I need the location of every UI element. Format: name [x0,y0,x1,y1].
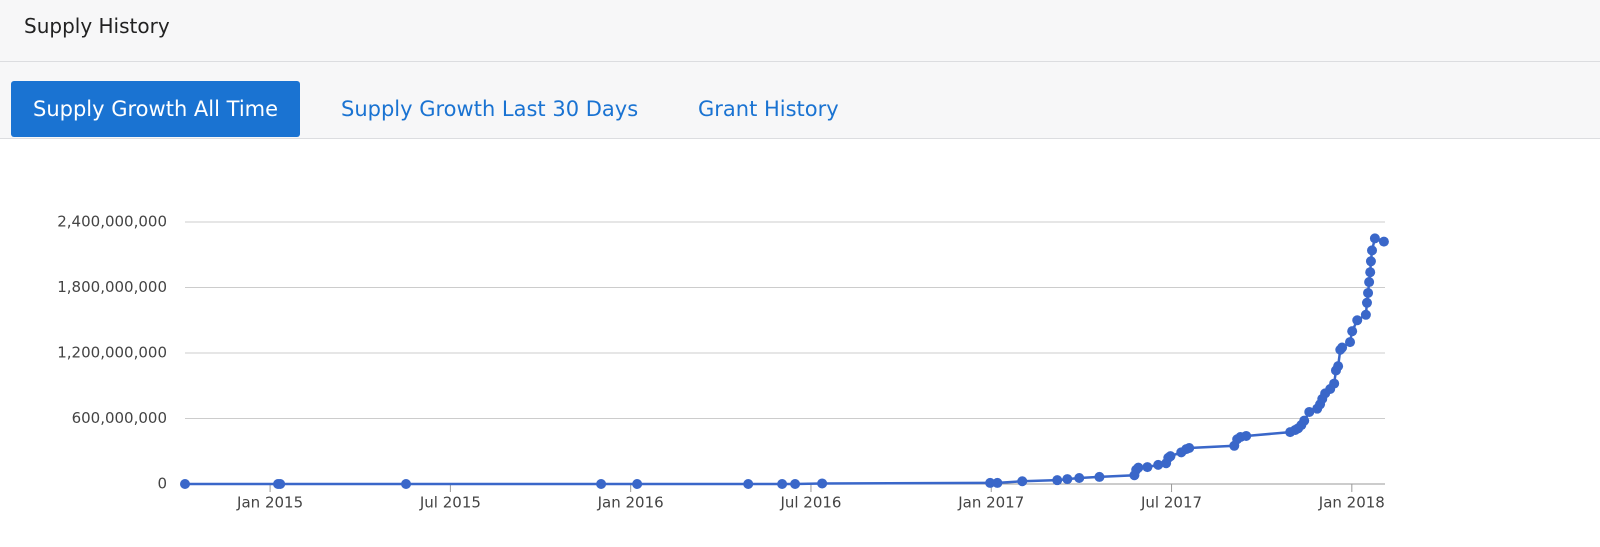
data-point [596,479,607,489]
data-point [1304,406,1315,417]
data-point [777,479,788,489]
series-line [185,236,1385,486]
data-point [1062,474,1073,485]
data-point [401,479,412,489]
data-point [790,479,801,489]
data-point [1241,430,1252,441]
y-tick-label: 2,400,000,000 [57,213,167,231]
x-tick-label: Jan 2017 [957,494,1024,512]
data-point [1361,297,1372,308]
data-point [1184,442,1195,453]
tab[interactable]: Supply Growth All Time [11,81,301,137]
data-point [985,477,996,488]
data-point [1367,245,1378,256]
x-tick-label: Jul 2017 [1140,494,1202,512]
data-point [1142,462,1153,473]
tab[interactable]: Supply Growth Last 30 Days [341,97,639,121]
tab-bar: Supply Growth All Time Supply Growth Las… [0,62,1600,139]
x-tick-label: Jan 2016 [597,494,664,512]
x-tick-label: Jul 2015 [419,494,481,512]
header: Supply History [0,0,1600,62]
tab[interactable]: Grant History [698,97,839,121]
data-point [1365,256,1376,267]
x-tick-label: Jan 2018 [1318,494,1385,512]
data-point [632,479,643,489]
data-point [1365,267,1376,278]
y-tick-label: 1,200,000,000 [57,344,167,362]
data-point [1153,459,1164,470]
y-tick-label: 0 [157,475,167,493]
data-point [1074,472,1085,483]
header-title: Supply History [24,14,170,38]
data-point [743,479,754,489]
data-point [817,478,828,489]
data-point [1378,236,1389,247]
data-point [1299,415,1310,426]
data-point [180,479,190,489]
data-point [1333,361,1344,372]
data-point [1363,287,1374,298]
data-point [1133,462,1144,473]
data-point [1345,337,1356,348]
y-tick-label: 1,800,000,000 [57,278,167,296]
data-point [1364,277,1375,288]
data-point [1352,315,1363,326]
data-point [1094,471,1105,482]
data-point [275,479,286,489]
y-tick-label: 600,000,000 [72,409,167,427]
x-tick-label: Jul 2016 [779,494,841,512]
data-point [1017,476,1028,487]
data-point [1329,378,1340,389]
data-point [1337,342,1348,353]
data-point [1052,475,1063,486]
x-tick-label: Jan 2015 [236,494,303,512]
data-point [1369,233,1380,244]
data-point [992,477,1003,488]
data-point [1165,451,1176,462]
data-point [1347,326,1358,337]
data-point [1360,309,1371,320]
